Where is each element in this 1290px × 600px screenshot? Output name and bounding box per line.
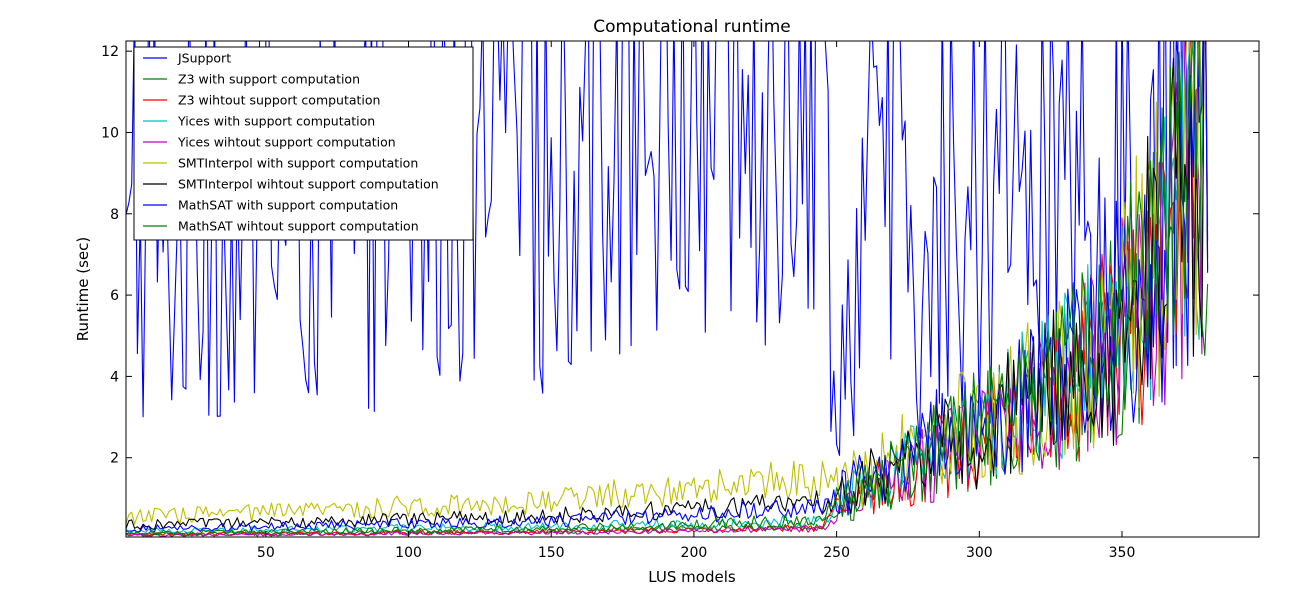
y-tick-label: 4 — [110, 369, 119, 385]
legend-entry-label: Yices wihtout support computation — [177, 135, 396, 150]
legend-box — [133, 46, 474, 241]
legend-entry-label: SMTInterpol wihtout support computation — [178, 177, 439, 192]
y-tick-label: 8 — [110, 207, 119, 223]
plot-frame — [125, 40, 1260, 538]
x-tick-label: 350 — [1109, 545, 1136, 561]
y-tick-label: 6 — [110, 288, 119, 304]
x-tick-label: 200 — [681, 545, 708, 561]
series-line-5 — [126, 41, 1209, 525]
series-line-7 — [126, 41, 1209, 533]
legend-entry-label: Z3 wihtout support computation — [178, 93, 380, 108]
series-line-8 — [126, 41, 1209, 536]
series-layer — [126, 41, 1209, 537]
x-tick-label: 300 — [966, 545, 993, 561]
x-tick-label: 100 — [395, 545, 422, 561]
y-axis-ticks: 2 4 6 8 10 12 — [101, 44, 1259, 467]
legend-entry-label: Z3 with support computation — [178, 72, 360, 87]
y-tick-label: 2 — [110, 451, 119, 467]
y-tick-label: 10 — [101, 125, 119, 141]
x-tick-label: 150 — [538, 545, 565, 561]
legend-entry-label: JSupport — [177, 51, 231, 66]
legend-entry-label: SMTInterpol with support computation — [178, 156, 418, 171]
x-axis-ticks: 50 100 150 200 250 300 350 — [257, 41, 1135, 561]
legend: JSupport Z3 with support computation Z3 wi… — [133, 46, 474, 241]
legend-entry-label: MathSAT wihtout support computation — [178, 219, 419, 234]
x-tick-label: 250 — [823, 545, 850, 561]
y-axis-label: Runtime (sec) — [74, 237, 92, 341]
x-tick-label: 50 — [257, 545, 275, 561]
chart-title: Computational runtime — [593, 17, 791, 37]
x-axis-label: LUS models — [648, 568, 736, 586]
legend-items: JSupport Z3 with support computation Z3 wi… — [143, 51, 439, 234]
legend-entry-label: MathSAT with support computation — [178, 198, 398, 213]
series-line-4 — [126, 41, 1209, 537]
legend-entry-label: Yices with support computation — [177, 114, 375, 129]
y-tick-label: 12 — [101, 44, 119, 60]
series-line-0 — [126, 41, 1190, 456]
